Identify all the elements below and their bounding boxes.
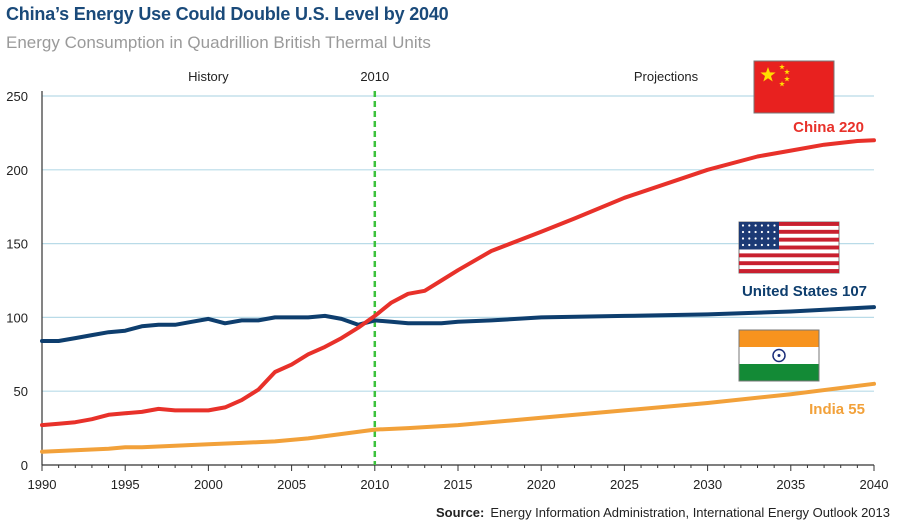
flag-star bbox=[767, 250, 770, 253]
x-tick-label: 2020 bbox=[527, 477, 556, 492]
china-flag-icon bbox=[753, 60, 835, 114]
chart-subtitle: Energy Consumption in Quadrillion Britis… bbox=[6, 33, 431, 52]
flag-star bbox=[748, 237, 751, 240]
chakra-hub bbox=[777, 354, 781, 357]
flag-star bbox=[754, 230, 757, 234]
us-end-label: United States 107 bbox=[742, 283, 867, 300]
divider-label: 2010 bbox=[360, 69, 389, 84]
flag-star bbox=[754, 237, 757, 240]
flag-star bbox=[741, 250, 745, 253]
x-tick-label: 2005 bbox=[277, 477, 306, 492]
flag-stripe bbox=[739, 269, 839, 273]
x-tick-label: 2010 bbox=[360, 477, 389, 492]
flag-star bbox=[741, 224, 745, 227]
flag-star bbox=[754, 250, 757, 253]
x-tick-label: 2025 bbox=[610, 477, 639, 492]
x-tick-label: 2030 bbox=[693, 477, 722, 492]
flag-star bbox=[748, 224, 751, 227]
series-line-china bbox=[40, 138, 876, 428]
flag-star bbox=[773, 237, 776, 240]
source-label: Source: bbox=[435, 505, 485, 520]
flag-star bbox=[773, 224, 776, 227]
flag-star bbox=[779, 81, 785, 87]
flag-band bbox=[739, 364, 819, 381]
y-tick-label: 50 bbox=[14, 384, 28, 399]
flag-star bbox=[767, 224, 770, 227]
flag-star bbox=[741, 243, 745, 247]
flag-stripe bbox=[739, 253, 839, 258]
flag-stripe bbox=[739, 237, 839, 242]
ashoka-chakra-icon bbox=[772, 348, 786, 363]
flag-star bbox=[767, 230, 770, 234]
y-tick-label: 100 bbox=[6, 310, 28, 325]
flag-star bbox=[779, 64, 785, 70]
flag-star bbox=[760, 224, 764, 227]
flag-star bbox=[773, 230, 776, 234]
flag-star bbox=[760, 250, 764, 253]
flag-star bbox=[741, 230, 745, 234]
china-end-label: China 220 bbox=[793, 119, 864, 136]
x-tick-label: 2040 bbox=[860, 477, 889, 492]
flag-star bbox=[748, 243, 751, 247]
flag-star bbox=[754, 243, 757, 247]
flag-star bbox=[767, 243, 770, 247]
flag-star bbox=[748, 250, 751, 253]
series-line-us bbox=[40, 305, 876, 343]
flag-star bbox=[767, 237, 770, 240]
flag-stripe bbox=[739, 222, 839, 226]
source-text: Energy Information Administration, Inter… bbox=[490, 505, 890, 520]
flag-border bbox=[738, 329, 820, 382]
flag-star bbox=[754, 224, 757, 227]
x-tick-label: 2035 bbox=[776, 477, 805, 492]
source-note: Source: Energy Information Administration… bbox=[436, 505, 890, 520]
flag-canton bbox=[739, 222, 779, 250]
flag-star bbox=[748, 230, 751, 234]
flag-stripe bbox=[739, 261, 839, 266]
flag-star bbox=[760, 237, 764, 240]
region-label: History bbox=[188, 69, 229, 84]
flag-star bbox=[741, 237, 745, 240]
india-end-label: India 55 bbox=[809, 401, 865, 418]
chart-title: China’s Energy Use Could Double U.S. Lev… bbox=[6, 4, 449, 24]
x-tick-label: 1990 bbox=[28, 477, 57, 492]
flag-stripe bbox=[739, 245, 839, 250]
flag-star bbox=[784, 76, 790, 82]
region-label: Projections bbox=[634, 69, 699, 84]
x-tick-label: 2015 bbox=[444, 477, 473, 492]
y-tick-label: 250 bbox=[6, 89, 28, 104]
flag-star bbox=[760, 67, 776, 82]
flag-stripe bbox=[739, 229, 839, 234]
series-line-india bbox=[40, 381, 876, 454]
y-tick-label: 150 bbox=[6, 237, 28, 252]
flag-star bbox=[773, 250, 776, 253]
y-tick-label: 0 bbox=[21, 458, 28, 473]
flag-star bbox=[760, 230, 764, 234]
flag-star bbox=[760, 243, 764, 247]
flag-star bbox=[784, 69, 790, 75]
x-tick-label: 1995 bbox=[111, 477, 140, 492]
y-tick-label: 200 bbox=[6, 163, 28, 178]
flag-star bbox=[773, 243, 776, 247]
x-tick-label: 2000 bbox=[194, 477, 223, 492]
india-flag-icon bbox=[739, 330, 819, 347]
